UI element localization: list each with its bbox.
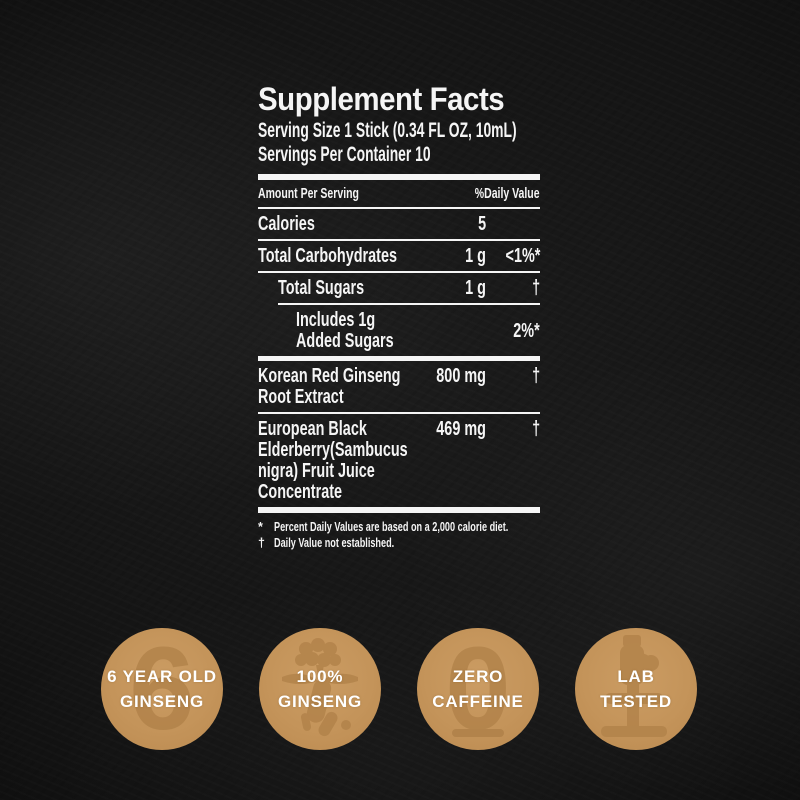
divider-thin — [258, 412, 540, 414]
supplement-facts-label: Supplement Facts Serving Size 1 Stick (0… — [258, 81, 540, 551]
footnote-dv-not-established: † Daily Value not established. — [258, 535, 540, 551]
microscope-icon — [575, 628, 697, 750]
badge-6-year-old-ginseng: 6 6 YEAR OLD GINSENG — [101, 628, 223, 750]
nutrient-name: Includes 1g Added Sugars — [296, 309, 394, 352]
divider-thick — [258, 174, 540, 180]
divider-thin-indented — [278, 303, 540, 305]
row-calories: Calories 5 — [258, 209, 540, 239]
row-added-sugars: Includes 1g Added Sugars 2%* — [258, 305, 540, 356]
nutrient-amount: 469 mg — [436, 418, 486, 440]
nutrient-daily-value: † — [531, 418, 540, 440]
nutrient-daily-value: 2%* — [513, 319, 540, 342]
row-total-sugars: Total Sugars 1 g † — [258, 273, 540, 303]
nutrient-amount: 1 g — [465, 245, 486, 267]
footnotes: * Percent Daily Values are based on a 2,… — [258, 519, 540, 551]
nutrient-amount — [412, 310, 486, 331]
row-elderberry-concentrate: European Black Elderberry(Sambucus nigra… — [258, 414, 540, 507]
row-korean-red-ginseng: Korean Red Ginseng Root Extract 800 mg † — [258, 361, 540, 412]
asterisk-marker: * — [258, 520, 263, 534]
nutrient-amount: 5 — [477, 213, 486, 235]
divider-thin — [258, 239, 540, 241]
column-header-row: Amount Per Serving %Daily Value — [258, 180, 540, 207]
badge-label: 6 YEAR OLD GINSENG — [107, 667, 217, 711]
footnote-text: Daily Value not established. — [274, 536, 395, 550]
footnote-text: Percent Daily Values are based on a 2,00… — [274, 520, 509, 534]
badge-lab-tested: LAB TESTED — [575, 628, 697, 750]
divider-thin — [258, 271, 540, 273]
badge-100-percent-ginseng: 100% GINSENG — [259, 628, 381, 750]
divider-medium — [258, 356, 540, 361]
nutrient-daily-value: <1%* — [505, 245, 540, 267]
servings-per-container: Servings Per Container 10 — [258, 143, 431, 166]
footnote-daily-values: * Percent Daily Values are based on a 2,… — [258, 519, 540, 535]
ginseng-root-icon — [259, 628, 381, 750]
nutrient-name: Total Sugars — [278, 277, 365, 299]
underline-bar — [452, 729, 504, 737]
divider-thin — [258, 207, 540, 209]
nutrient-name: Calories — [258, 213, 315, 235]
row-total-carbohydrates: Total Carbohydrates 1 g <1%* — [258, 241, 540, 271]
badge-label: ZERO CAFFEINE — [432, 667, 524, 711]
dagger-marker: † — [258, 536, 265, 550]
nutrient-name: Total Carbohydrates — [258, 245, 397, 267]
badge-label: LAB TESTED — [600, 667, 672, 711]
nutrient-daily-value — [486, 214, 540, 235]
serving-size: Serving Size 1 Stick (0.34 FL OZ, 10mL) — [258, 119, 517, 142]
column-header-amount: Amount Per Serving — [258, 185, 359, 202]
numeral-6-icon: 6 — [129, 628, 195, 750]
nutrient-name: European Black Elderberry(Sambucus nigra… — [258, 418, 408, 503]
nutrient-amount: 800 mg — [436, 365, 486, 387]
badge-zero-caffeine: 0 ZERO CAFFEINE — [417, 628, 539, 750]
nutrient-name: Korean Red Ginseng Root Extract — [258, 365, 401, 408]
facts-title: Supplement Facts — [258, 81, 505, 117]
badge-label: 100% GINSENG — [277, 667, 362, 711]
nutrient-daily-value: † — [531, 277, 540, 299]
column-header-daily-value: %Daily Value — [475, 185, 540, 202]
divider-thick — [258, 507, 540, 513]
nutrient-amount: 1 g — [465, 277, 486, 299]
nutrient-daily-value: † — [531, 365, 540, 387]
